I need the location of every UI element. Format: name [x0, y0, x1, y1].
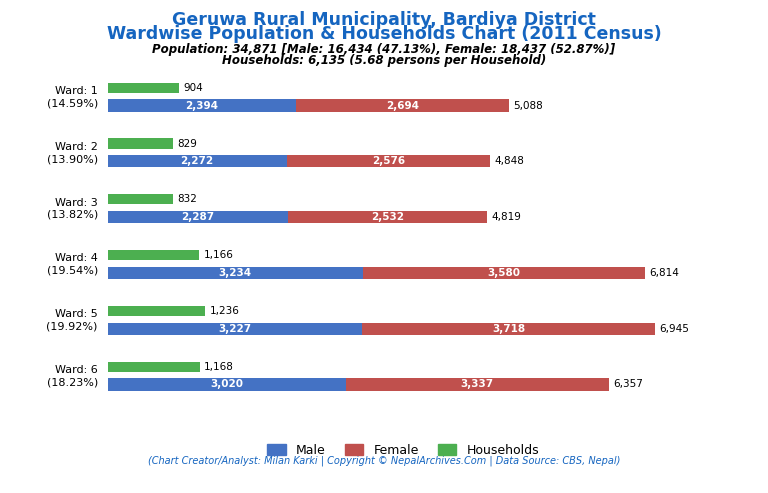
- Bar: [108, 250, 200, 260]
- Text: 1,168: 1,168: [204, 361, 233, 372]
- Bar: [362, 322, 655, 335]
- Text: Households: 6,135 (5.68 persons per Household): Households: 6,135 (5.68 persons per Hous…: [222, 54, 546, 67]
- Text: 4,819: 4,819: [492, 212, 521, 222]
- Text: 2,532: 2,532: [371, 212, 404, 222]
- Text: 904: 904: [183, 83, 203, 93]
- Bar: [108, 322, 362, 335]
- Bar: [296, 100, 508, 112]
- Text: 3,718: 3,718: [492, 323, 525, 334]
- Bar: [108, 194, 173, 204]
- Bar: [108, 306, 205, 316]
- Bar: [108, 139, 173, 148]
- Bar: [108, 378, 346, 390]
- Text: 2,287: 2,287: [181, 212, 214, 222]
- Bar: [108, 267, 362, 279]
- Text: 6,814: 6,814: [649, 268, 679, 278]
- Text: 2,576: 2,576: [372, 156, 405, 166]
- Bar: [108, 211, 288, 223]
- Text: 3,337: 3,337: [461, 380, 494, 389]
- Bar: [108, 100, 296, 112]
- Text: Population: 34,871 [Male: 16,434 (47.13%), Female: 18,437 (52.87%)]: Population: 34,871 [Male: 16,434 (47.13%…: [152, 43, 616, 56]
- Text: 2,272: 2,272: [180, 156, 214, 166]
- Text: 832: 832: [177, 194, 197, 204]
- Bar: [108, 155, 286, 168]
- Text: 3,227: 3,227: [218, 323, 251, 334]
- Text: 1,236: 1,236: [210, 306, 239, 316]
- Bar: [288, 211, 488, 223]
- Text: 3,234: 3,234: [218, 268, 252, 278]
- Legend: Male, Female, Households: Male, Female, Households: [263, 439, 544, 462]
- Text: Geruwa Rural Municipality, Bardiya District: Geruwa Rural Municipality, Bardiya Distr…: [172, 11, 596, 29]
- Bar: [346, 378, 609, 390]
- Text: 4,848: 4,848: [494, 156, 524, 166]
- Text: 2,394: 2,394: [185, 101, 218, 110]
- Text: 6,945: 6,945: [660, 323, 690, 334]
- Bar: [108, 361, 200, 372]
- Text: 829: 829: [177, 139, 197, 148]
- Text: 6,357: 6,357: [613, 380, 643, 389]
- Text: 1,166: 1,166: [204, 250, 233, 260]
- Bar: [286, 155, 490, 168]
- Text: 3,580: 3,580: [487, 268, 520, 278]
- Bar: [362, 267, 645, 279]
- Text: 5,088: 5,088: [513, 101, 543, 110]
- Text: Wardwise Population & Households Chart (2011 Census): Wardwise Population & Households Chart (…: [107, 25, 661, 43]
- Text: (Chart Creator/Analyst: Milan Karki | Copyright © NepalArchives.Com | Data Sourc: (Chart Creator/Analyst: Milan Karki | Co…: [147, 456, 621, 466]
- Bar: [108, 83, 179, 93]
- Text: 3,020: 3,020: [210, 380, 243, 389]
- Text: 2,694: 2,694: [386, 101, 419, 110]
